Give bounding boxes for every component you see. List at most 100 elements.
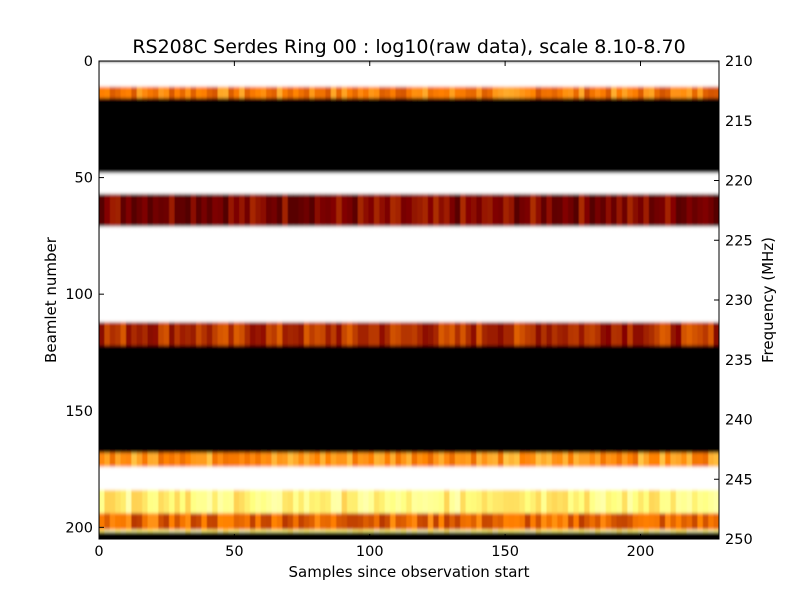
heatmap-cell xyxy=(702,513,709,531)
heatmap-cell xyxy=(702,452,709,468)
heatmap-cell xyxy=(713,490,719,514)
heatmap-cell xyxy=(330,490,337,514)
heatmap-cell xyxy=(514,193,521,227)
heatmap-cell xyxy=(379,172,386,195)
heatmap-cell xyxy=(185,513,192,531)
heatmap-cell xyxy=(373,193,380,227)
heatmap-cell xyxy=(449,529,456,533)
heatmap-cell xyxy=(125,466,132,491)
heatmap-cell xyxy=(287,86,294,99)
heatmap-cell xyxy=(336,98,343,174)
heatmap-cell xyxy=(185,466,192,491)
heatmap-cell xyxy=(309,532,316,539)
heatmap-cell xyxy=(363,322,370,346)
heatmap-cell xyxy=(163,226,170,323)
heatmap-cell xyxy=(508,513,515,531)
heatmap-cell xyxy=(578,193,585,227)
heatmap-cell xyxy=(347,490,353,514)
heatmap-cell xyxy=(352,86,359,99)
heatmap-cell xyxy=(406,86,413,99)
heatmap-cell xyxy=(702,61,709,88)
heatmap-cell xyxy=(568,226,575,323)
heatmap-cell xyxy=(481,86,488,99)
heatmap-cell xyxy=(228,532,235,539)
heatmap-cell xyxy=(104,226,111,323)
heatmap-cell xyxy=(562,345,569,454)
heatmap-cell xyxy=(632,532,639,539)
heatmap-cell xyxy=(249,98,256,174)
heatmap-cell xyxy=(681,172,688,195)
heatmap-cell xyxy=(99,226,105,323)
heatmap-cell xyxy=(131,172,138,195)
heatmap-cell xyxy=(120,98,127,174)
heatmap-cell xyxy=(492,490,499,514)
heatmap-cell xyxy=(373,513,380,531)
heatmap-cell xyxy=(196,490,203,514)
heatmap-cell xyxy=(303,513,310,531)
heatmap-cell xyxy=(174,490,181,514)
heatmap-cell xyxy=(341,529,348,533)
heatmap-cell xyxy=(417,61,424,88)
heatmap-cell xyxy=(115,529,122,533)
heatmap-cell xyxy=(411,98,418,174)
heatmap-cell xyxy=(681,226,688,323)
heatmap-cell xyxy=(347,532,353,539)
heatmap-cell xyxy=(217,532,224,539)
heatmap-cell xyxy=(665,345,672,454)
heatmap-cell xyxy=(255,452,262,468)
heatmap-cell xyxy=(643,532,650,539)
heatmap-cell xyxy=(249,345,256,454)
heatmap-cell xyxy=(444,466,451,491)
heatmap-cell xyxy=(142,345,149,454)
heatmap-cell xyxy=(508,345,515,454)
heatmap-cell xyxy=(524,322,531,346)
heatmap-cell xyxy=(578,490,585,514)
heatmap-cell xyxy=(638,466,645,491)
heatmap-cell xyxy=(541,513,548,531)
heatmap-cell xyxy=(503,532,510,539)
heatmap-cell xyxy=(142,322,149,346)
heatmap-cell xyxy=(406,226,413,323)
heatmap-cell xyxy=(309,452,316,468)
heatmap-cell xyxy=(497,490,504,514)
heatmap-cell xyxy=(336,452,343,468)
heatmap-cell xyxy=(169,98,176,174)
heatmap-cell xyxy=(244,172,251,195)
heatmap-cell xyxy=(584,226,591,323)
heatmap-cell xyxy=(427,193,434,227)
heatmap-cell xyxy=(584,532,591,539)
heatmap-cell xyxy=(109,532,116,539)
heatmap-cell xyxy=(158,172,165,195)
heatmap-cell xyxy=(659,61,666,88)
heatmap-cell xyxy=(411,529,418,533)
heatmap-cell xyxy=(104,345,111,454)
heatmap-cell xyxy=(487,98,494,174)
heatmap-cell xyxy=(293,98,300,174)
heatmap-cell xyxy=(557,172,564,195)
heatmap-cell xyxy=(454,466,461,491)
heatmap-cell xyxy=(514,322,521,346)
heatmap-cell xyxy=(373,172,380,195)
heatmap-cell xyxy=(357,529,364,533)
heatmap-cell xyxy=(293,193,300,227)
heatmap-cell xyxy=(665,172,672,195)
heatmap-cell xyxy=(481,529,488,533)
heatmap-cell xyxy=(497,466,504,491)
heatmap-cell xyxy=(697,532,704,539)
heatmap-cell xyxy=(675,452,682,468)
heatmap-cell xyxy=(363,529,370,533)
heatmap-cell xyxy=(104,61,111,88)
heatmap-cell xyxy=(131,345,138,454)
heatmap-cell xyxy=(492,86,499,99)
heatmap-cell xyxy=(708,345,715,454)
heatmap-cell xyxy=(524,513,531,531)
heatmap-cell xyxy=(142,226,149,323)
heatmap-cell xyxy=(249,466,256,491)
heatmap-cell xyxy=(697,61,704,88)
heatmap-cell xyxy=(546,193,553,227)
heatmap-cell xyxy=(535,532,542,539)
heatmap-cell xyxy=(303,532,310,539)
heatmap-cell xyxy=(255,61,262,88)
heatmap-cell xyxy=(497,529,504,533)
